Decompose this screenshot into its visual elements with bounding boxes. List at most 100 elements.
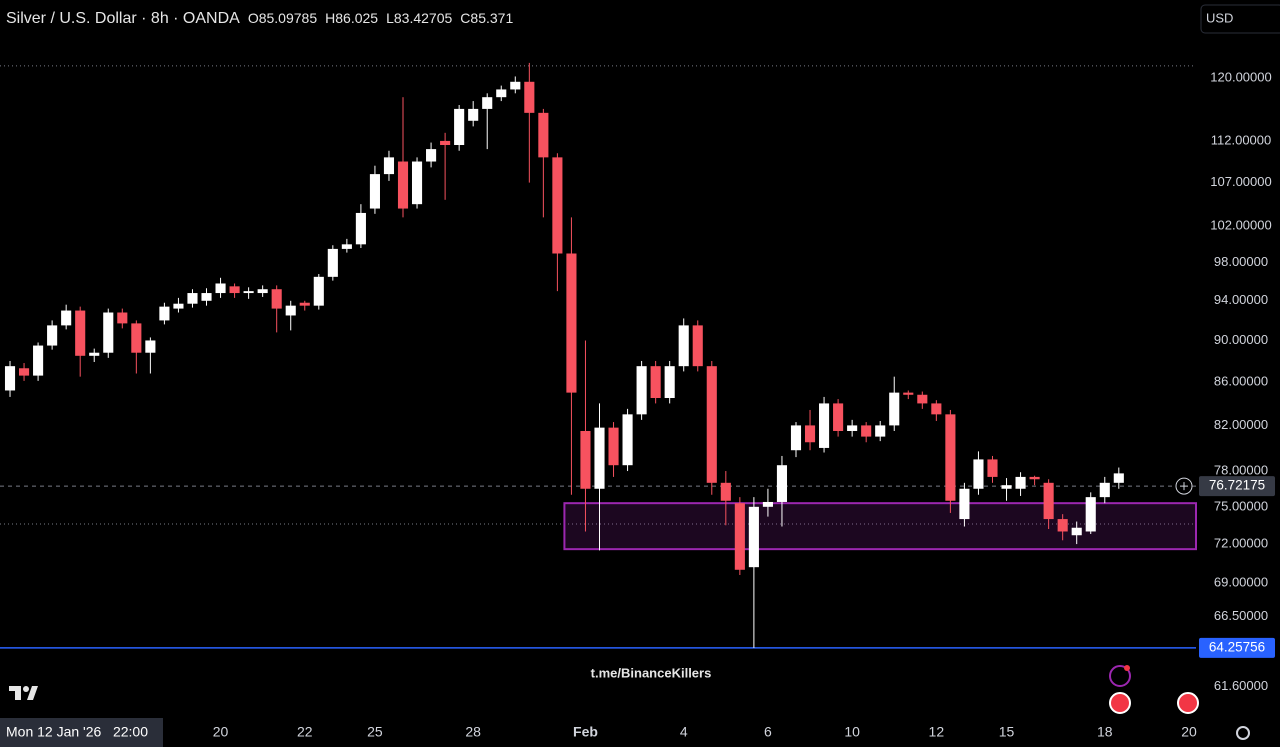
candle-body <box>706 366 717 483</box>
candle-body <box>734 503 745 570</box>
y-tick-label: 61.60000 <box>1214 678 1268 693</box>
candle-body <box>482 97 493 109</box>
alert-icon[interactable] <box>1109 665 1131 687</box>
x-tick-label: 20 <box>213 724 229 740</box>
x-tick-label: 25 <box>367 724 383 740</box>
settings-icon[interactable] <box>1236 726 1250 740</box>
candle-body <box>89 352 100 356</box>
candle-body <box>524 81 535 113</box>
candle-body <box>33 345 44 376</box>
flag-icon[interactable] <box>1177 692 1199 714</box>
logo <box>9 686 38 700</box>
candle-body <box>1015 476 1026 489</box>
candle-body <box>622 414 633 466</box>
ohlc-label: H <box>325 10 335 26</box>
candle-body <box>580 430 591 489</box>
candle-body <box>19 368 30 376</box>
candle-body <box>468 108 479 121</box>
candle-body <box>355 212 366 245</box>
candle-body <box>1099 482 1110 498</box>
y-tick-label: 107.00000 <box>1210 174 1271 189</box>
candle-body <box>369 174 380 209</box>
candle-body <box>411 161 423 205</box>
ohlc-value: 85.371 <box>470 10 513 26</box>
candle-body <box>103 312 114 353</box>
candle-body <box>75 310 86 356</box>
candle-body <box>1057 519 1068 532</box>
x-tick-label: 28 <box>465 724 481 740</box>
candle-body <box>903 392 914 395</box>
y-tick-label: 98.00000 <box>1214 254 1268 269</box>
y-tick-label: 69.00000 <box>1214 574 1268 589</box>
crosshair-label-box <box>0 718 163 747</box>
zone <box>563 502 1197 551</box>
candle-body <box>454 108 465 146</box>
candle-body <box>973 459 984 489</box>
y-tick-label: 120.00000 <box>1210 69 1271 84</box>
candle-body <box>1085 497 1096 532</box>
candle-body <box>833 403 844 431</box>
x-tick-label: 10 <box>844 724 860 740</box>
y-tick-label: 82.00000 <box>1214 417 1268 432</box>
alert-badge <box>1124 665 1130 671</box>
candle-body <box>819 403 830 448</box>
x-tick-label: 12 <box>929 724 945 740</box>
candle-body <box>664 366 675 399</box>
logo-part <box>27 686 38 700</box>
logo-part <box>23 686 29 692</box>
ohlc-value: 85.09785 <box>259 10 318 26</box>
current-price-label: 76.72175 <box>1209 478 1265 493</box>
candle-body <box>173 303 184 309</box>
candle-body <box>608 427 619 466</box>
candle-body <box>931 403 942 415</box>
candle-body <box>889 392 900 426</box>
x-tick-label: Feb <box>573 724 598 740</box>
candle-body <box>201 293 212 301</box>
candle-body <box>299 302 310 306</box>
ohlc-value: 83.42705 <box>394 10 453 26</box>
candle-body <box>692 325 703 367</box>
currency[interactable]: USD <box>1206 10 1233 25</box>
candle-body <box>917 394 928 404</box>
y-tick-label: 66.50000 <box>1214 608 1268 623</box>
candle-body <box>159 306 170 321</box>
candle-body <box>229 286 240 294</box>
candle-body <box>538 112 549 158</box>
crosshair-label: Mon 12 Jan '26 22:00 <box>6 724 148 740</box>
candle-body <box>875 425 886 437</box>
candle-body <box>720 482 731 501</box>
logo-part <box>15 686 21 700</box>
x-tick-label: 15 <box>999 724 1015 740</box>
flag-icon[interactable] <box>1109 692 1131 714</box>
candle-body <box>61 310 72 326</box>
candle-body <box>313 276 324 306</box>
low-price-badge <box>1199 637 1275 658</box>
candle-body <box>678 325 689 367</box>
candle-body <box>257 289 268 294</box>
y-tick-label: 72.00000 <box>1214 536 1268 551</box>
currency-selector[interactable] <box>1200 4 1280 34</box>
candle-body <box>285 305 296 316</box>
x-tick-label: 18 <box>1097 724 1113 740</box>
low-price-label: 64.25756 <box>1209 639 1265 654</box>
candle-body <box>117 312 128 324</box>
candle-body <box>945 414 956 501</box>
candle-body <box>861 425 872 437</box>
y-tick-label: 90.00000 <box>1214 332 1268 347</box>
ohlc-value: 86.025 <box>335 10 378 26</box>
candle-body <box>496 89 507 98</box>
candle-body <box>131 323 142 353</box>
ohlc-label: L <box>386 10 394 26</box>
ohlc-label: O <box>248 10 259 26</box>
candle-body <box>215 283 226 294</box>
candle-body <box>636 366 647 415</box>
candle-body <box>510 81 521 90</box>
candle-body <box>4 366 16 391</box>
x-tick-label: 20 <box>1181 724 1197 740</box>
candle-body <box>790 425 802 451</box>
y-tick-label: 112.00000 <box>1211 132 1272 147</box>
candle-body <box>327 248 338 277</box>
candle-body <box>187 293 198 304</box>
y-tick-label: 102.00000 <box>1210 218 1271 233</box>
